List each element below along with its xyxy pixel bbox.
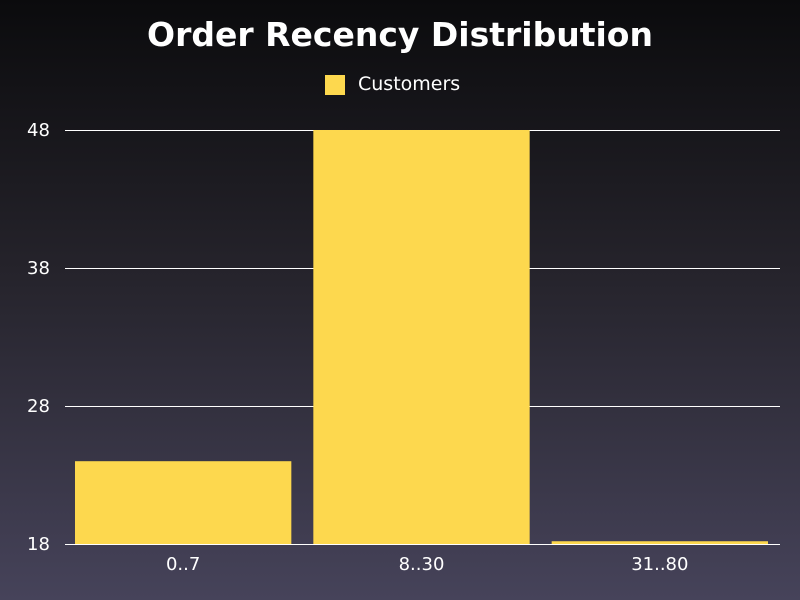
x-axis-tick-labels: 0..7 8..30 31..80 (166, 554, 688, 575)
x-tick-label: 31..80 (631, 554, 688, 575)
chart-title: Order Recency Distribution (147, 15, 653, 54)
legend-label-customers: Customers (358, 73, 460, 95)
y-tick-label: 18 (27, 534, 50, 555)
bars (75, 130, 768, 544)
legend-swatch-customers (325, 75, 345, 95)
y-tick-label: 48 (27, 120, 50, 141)
y-tick-label: 38 (27, 258, 50, 279)
y-axis-tick-labels: 18 28 38 48 (27, 120, 50, 555)
x-tick-label: 8..30 (399, 554, 445, 575)
bar-0..7 (75, 461, 292, 544)
x-tick-label: 0..7 (166, 554, 200, 575)
bar-31..80 (551, 541, 768, 544)
bar-8..30 (313, 130, 530, 544)
y-tick-label: 28 (27, 396, 50, 417)
legend: Customers (325, 73, 460, 95)
